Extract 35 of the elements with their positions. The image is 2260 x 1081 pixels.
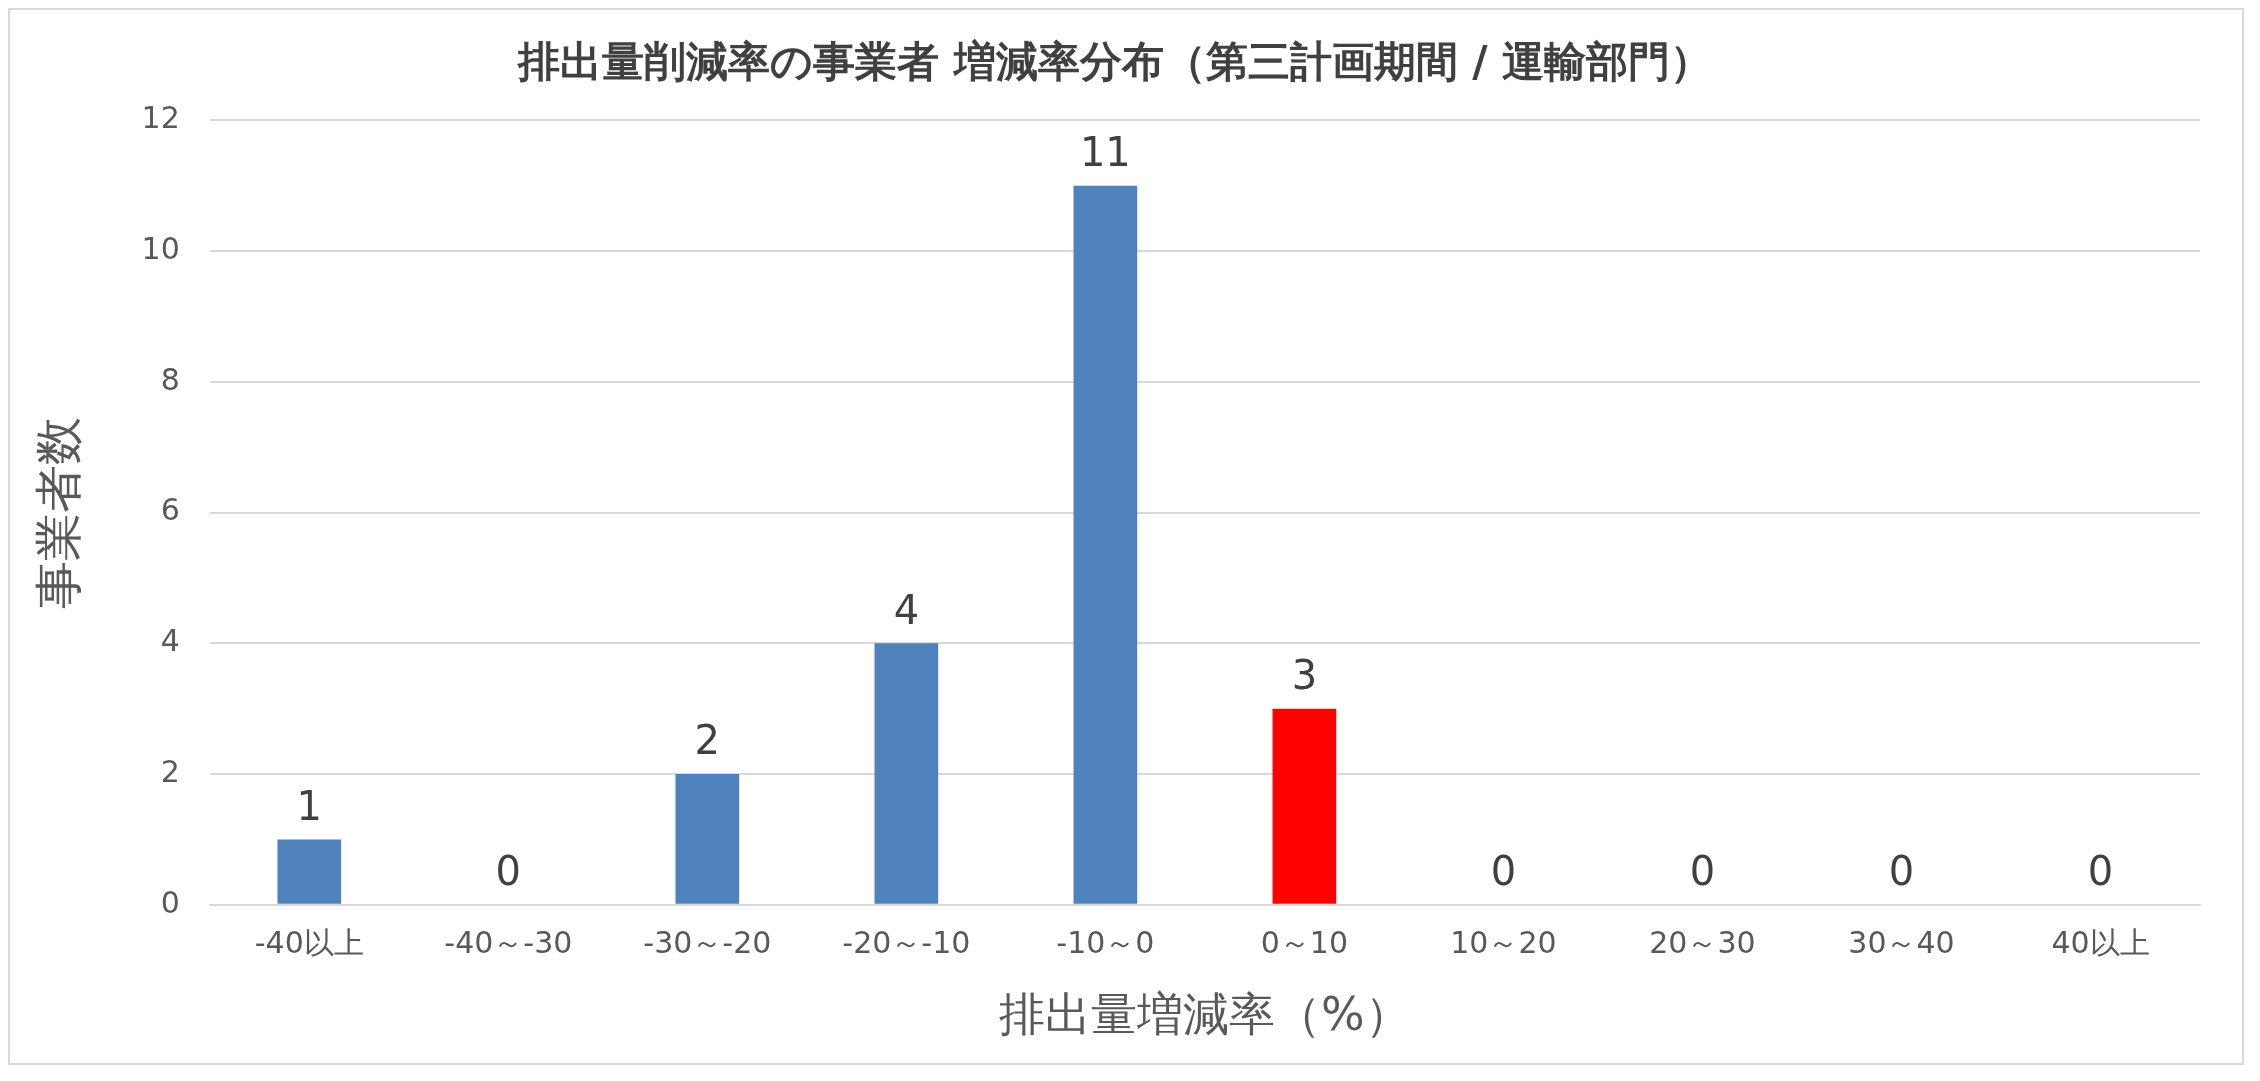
x-tick-label: -40～-30 xyxy=(444,924,573,960)
x-tick-label: -30～-20 xyxy=(643,924,772,960)
y-tick-label: 8 xyxy=(160,361,180,397)
bar xyxy=(1272,708,1337,904)
bar xyxy=(675,774,740,904)
y-tick-label: 6 xyxy=(160,492,180,528)
data-label: 0 xyxy=(2087,848,2114,895)
x-axis-title: 排出量増減率（%） xyxy=(999,987,1411,1042)
x-tick-label: -40以上 xyxy=(254,924,364,960)
data-label: 2 xyxy=(694,717,721,764)
x-tick-label: 20～30 xyxy=(1649,924,1756,960)
data-label: 3 xyxy=(1291,652,1318,699)
y-tick-label: 4 xyxy=(160,623,180,659)
bar xyxy=(277,839,342,904)
x-tick-label: 10～20 xyxy=(1450,924,1557,960)
y-tick-label: 0 xyxy=(160,884,180,920)
x-tick-label: 30～40 xyxy=(1848,924,1955,960)
data-label: 1 xyxy=(296,782,323,829)
x-tick-label: 40以上 xyxy=(2051,924,2150,960)
y-axis-title: 事業者数 xyxy=(30,416,87,609)
chart-title: 排出量削減率の事業者 増減率分布（第三計画期間 / 運輸部門） xyxy=(515,37,1713,87)
bar xyxy=(874,643,939,904)
data-label: 4 xyxy=(893,586,920,633)
bar xyxy=(1073,185,1138,904)
data-label: 11 xyxy=(1079,129,1131,176)
x-tick-label: -20～-10 xyxy=(842,924,971,960)
data-label: 0 xyxy=(1490,848,1517,895)
data-label: 0 xyxy=(1888,848,1915,895)
data-label: 0 xyxy=(1689,848,1716,895)
data-label: 0 xyxy=(495,848,522,895)
y-tick-label: 10 xyxy=(141,230,180,266)
y-tick-label: 2 xyxy=(160,753,180,789)
x-tick-label: -10～0 xyxy=(1056,924,1155,960)
x-tick-label: 0～10 xyxy=(1260,924,1349,960)
y-tick-label: 12 xyxy=(141,100,180,136)
